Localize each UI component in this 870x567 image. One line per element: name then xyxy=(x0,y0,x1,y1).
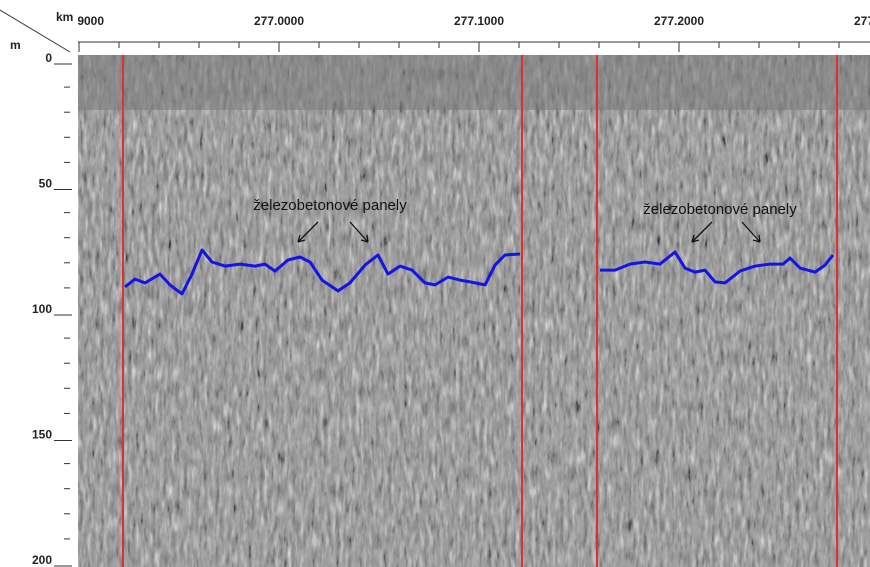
y-axis-unit: m xyxy=(10,38,21,52)
annotation: železobetonové panely xyxy=(643,201,797,218)
x-tick-label: 277.1000 xyxy=(454,14,504,28)
layer-line xyxy=(124,248,835,296)
x-axis-unit: km xyxy=(56,10,73,24)
x-tick-label: 277.2000 xyxy=(654,14,704,28)
corner-divider xyxy=(0,9,71,53)
surface-band xyxy=(78,55,870,110)
y-axis: 0 50 100 150 200 xyxy=(32,51,72,567)
x-tick-label: 277.0000 xyxy=(254,14,304,28)
x-tick-label: 277.3000 xyxy=(854,14,870,28)
x-axis: 276.9000 277.0000 277.1000 277.2000 277.3000 xyxy=(54,14,870,52)
radar-texture xyxy=(78,55,870,567)
arrow xyxy=(349,221,369,243)
arrow xyxy=(741,221,761,243)
plot-area xyxy=(122,55,838,567)
y-tick-label: 100 xyxy=(32,302,52,316)
arrow xyxy=(691,221,713,243)
y-tick-label: 200 xyxy=(32,553,52,567)
x-tick-label: 276.9000 xyxy=(54,14,104,28)
arrow xyxy=(297,221,319,243)
annotation-arrows xyxy=(297,221,761,243)
y-tick-label: 0 xyxy=(45,51,52,65)
y-tick-label: 50 xyxy=(39,177,53,191)
annotation: železobetonové panely xyxy=(253,197,407,214)
y-tick-label: 150 xyxy=(32,428,52,442)
